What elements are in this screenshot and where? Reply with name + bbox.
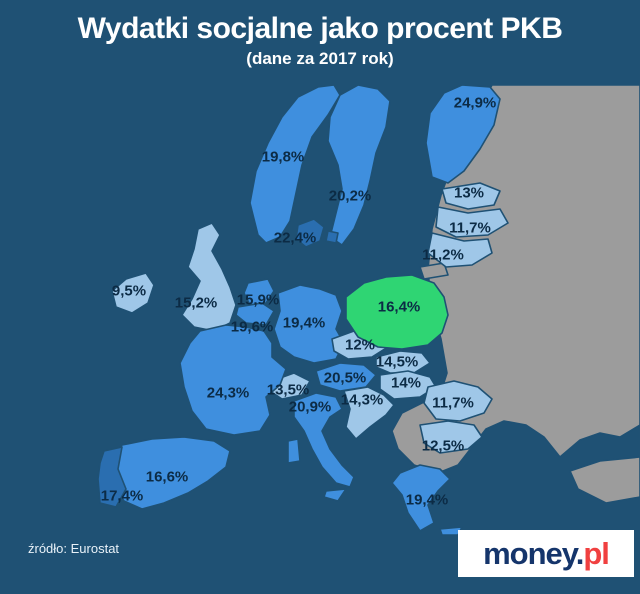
country-spain-shape [107,436,231,510]
country-denmark-shape [295,218,325,248]
country-norway-shape [249,85,341,244]
country-italy-shape [293,392,355,488]
country-lithuania [427,232,493,268]
europe-map-svg [97,85,640,536]
logo-text-money: money. [483,535,584,571]
country-poland-shape [345,274,449,350]
country-portugal [97,446,127,508]
country-sweden-shape [327,85,391,246]
country-italy-sicily-island [323,488,347,502]
landmass-nodata-kaliningrad [419,262,449,280]
country-poland [345,274,449,350]
page-title: Wydatki socjalne jako procent PKB [77,12,563,45]
country-ireland [111,272,155,314]
country-latvia [435,206,509,238]
country-croatia-shape [343,386,395,440]
country-netherlands [243,278,275,306]
source-note: źródło: Eurostat [28,541,120,556]
country-romania-shape [423,380,493,422]
country-romania [423,380,493,422]
country-france-shape [179,324,287,436]
country-finland [425,85,501,184]
country-greece-shape [391,464,451,532]
country-bulgaria [419,420,483,454]
landmass-nodata-east [391,85,640,474]
country-slovakia [375,350,431,374]
page-subtitle: (dane za 2017 rok) [246,49,394,68]
country-bulgaria-shape [419,420,483,454]
logo-text-pl: pl [583,535,610,571]
landmass-nodata-turkey [569,456,640,504]
country-italy [287,392,355,502]
country-austria [315,362,377,392]
country-spain [107,436,231,510]
country-uk-shape [181,222,237,332]
country-italy-sardinia-island [287,438,301,464]
country-denmark-island [325,230,339,244]
country-finland-shape [425,85,501,184]
country-uk [181,222,237,332]
country-belgium [235,302,275,326]
header: Wydatki socjalne jako procent PKB (dane … [0,12,640,69]
country-austria-shape [315,362,377,392]
country-belgium-shape [235,302,275,326]
country-latvia-shape [435,206,509,238]
country-lithuania-shape [427,232,493,268]
country-estonia-shape [441,182,501,210]
country-greece [391,464,463,536]
country-netherlands-shape [243,278,275,306]
country-slovakia-shape [375,350,431,374]
country-croatia [343,386,395,440]
country-sweden [327,85,391,246]
moneypl-logo: money. pl [458,530,634,577]
country-france [179,324,287,436]
country-estonia [441,182,501,210]
country-denmark [295,218,339,248]
country-portugal-shape [97,446,127,508]
country-ireland-shape [111,272,155,314]
country-norway [249,85,341,244]
